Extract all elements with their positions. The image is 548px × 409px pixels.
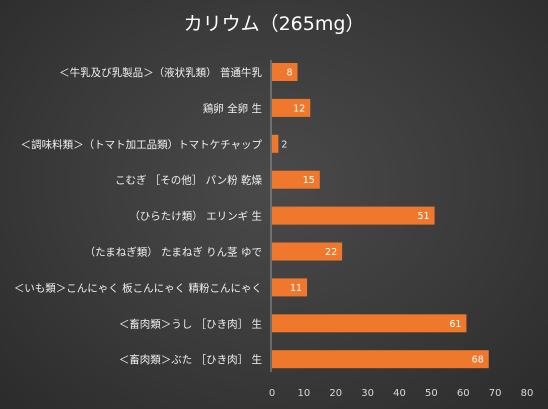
bar: [272, 314, 467, 333]
bar: [272, 242, 343, 261]
bars-group: [272, 63, 489, 369]
x-tick-label: 40: [393, 388, 406, 399]
category-label: ＜いも類＞こんにゃく 板こんにゃく 精粉こんにゃく: [14, 281, 262, 294]
data-label: 12: [293, 103, 305, 114]
bar: [272, 278, 308, 297]
x-tick-label: 60: [457, 388, 470, 399]
data-label: 11: [290, 283, 302, 294]
category-label: （ひらたけ類） エリンギ 生: [129, 210, 262, 223]
bar: [272, 134, 279, 153]
x-tick-label: 80: [521, 388, 534, 399]
bar: [272, 170, 320, 189]
x-tick-label: 10: [298, 388, 311, 399]
data-labels: 8 12 2 15 51 22 11 61 68: [281, 68, 483, 366]
category-label: ＜牛乳及び乳製品＞（液状乳類） 普通牛乳: [59, 66, 262, 79]
data-label: 2: [281, 139, 287, 150]
x-tick-label: 0: [269, 388, 275, 399]
data-label: 61: [449, 319, 461, 330]
category-label: （たまねぎ類） たまねぎ りん茎 ゆで: [85, 246, 262, 259]
x-tick-label: 20: [329, 388, 342, 399]
data-label: 68: [472, 355, 484, 366]
category-label: こむぎ ［その他］ パン粉 乾燥: [115, 174, 263, 187]
chart-title: カリウム（265mg）: [184, 13, 365, 35]
category-label: ＜畜肉類＞うし ［ひき肉］ 生: [119, 317, 262, 330]
x-tick-label: 30: [361, 388, 374, 399]
bar: [272, 98, 311, 117]
bar: [272, 206, 435, 225]
data-label: 51: [417, 211, 429, 222]
category-label: ＜畜肉類＞ぶた ［ひき肉］ 生: [119, 353, 262, 366]
data-label: 22: [325, 247, 337, 258]
x-tick-labels: 0 10 20 30 40 50 60 70 80: [269, 388, 534, 399]
x-tick-label: 70: [489, 388, 502, 399]
category-label: ＜調味料類＞（トマト加工品類）トマトケチャップ: [21, 138, 263, 151]
bar: [272, 63, 298, 81]
data-label: 15: [303, 175, 315, 186]
x-tick-label: 50: [425, 388, 438, 399]
data-label: 8: [286, 68, 292, 79]
bar: [272, 350, 489, 369]
category-label: 鶏卵 全卵 生: [203, 102, 262, 115]
